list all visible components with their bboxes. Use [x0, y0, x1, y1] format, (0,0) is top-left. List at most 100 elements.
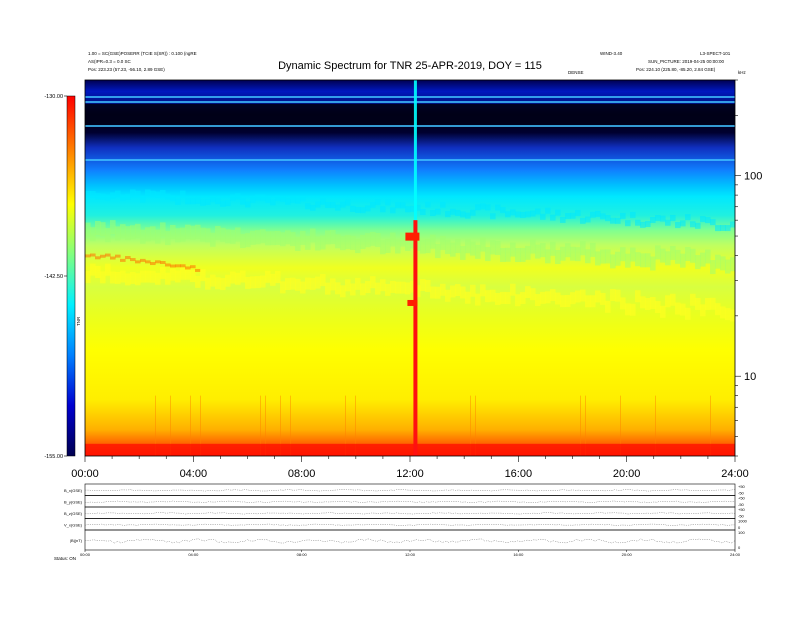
- emission-column: [510, 242, 516, 257]
- emission-column: [555, 292, 561, 305]
- emission-column: [470, 241, 476, 256]
- emission-column: [460, 211, 466, 218]
- emission-column: [545, 249, 551, 264]
- emission-column: [610, 288, 616, 301]
- emission-column: [290, 277, 296, 290]
- colorbar-tick-label: -130.00: [44, 94, 63, 100]
- emission-column: [100, 254, 106, 258]
- emission-column: [415, 204, 421, 211]
- emission-column: [550, 241, 556, 256]
- emission-column: [300, 230, 306, 245]
- emission-column: [530, 288, 536, 301]
- emission-column: [440, 201, 446, 208]
- emission-column: [110, 220, 116, 235]
- emission-column: [180, 267, 186, 280]
- emission-column: [625, 303, 631, 316]
- dark-band: [85, 104, 735, 126]
- emission-column: [190, 225, 196, 240]
- emission-column: [455, 239, 461, 254]
- emission-column: [575, 290, 581, 303]
- emission-column: [230, 271, 236, 284]
- emission-column: [475, 293, 481, 306]
- emission-column: [355, 277, 361, 290]
- spectrogram: [85, 80, 735, 456]
- x-tick-label: 24:00: [721, 468, 749, 480]
- emission-column: [435, 286, 441, 299]
- panel-range-bottom: -50: [738, 491, 745, 496]
- interference-line: [85, 159, 735, 161]
- emission-column: [375, 232, 381, 247]
- emission-column: [445, 289, 451, 302]
- y-tick-label: 10: [744, 371, 756, 383]
- emission-column: [365, 205, 371, 212]
- emission-column: [200, 269, 206, 282]
- emission-column: [380, 206, 386, 213]
- emission-column: [315, 276, 321, 289]
- emission-column: [495, 204, 501, 211]
- emission-column: [405, 206, 411, 213]
- emission-column: [115, 226, 121, 241]
- header-right-line-2: SUN_PICTURE: 2019-04-25 00:00:00: [648, 59, 725, 64]
- panel-range-top: +50: [738, 484, 746, 489]
- spike: [655, 395, 656, 456]
- panel-label: V_x(GSE): [64, 522, 83, 527]
- emission-column: [115, 271, 121, 284]
- emission-column: [300, 281, 306, 294]
- panel-trace: [84, 512, 736, 515]
- header-top-right: L3-SPECT-101: [700, 51, 731, 56]
- emission-column: [515, 294, 521, 307]
- emission-column: [110, 192, 116, 199]
- y-axis-ticks: 10 100: [735, 79, 762, 457]
- emission-column: [95, 266, 101, 279]
- emission-column: [385, 238, 391, 253]
- emission-column: [375, 282, 381, 295]
- emission-column: [360, 283, 366, 296]
- emission-column: [105, 228, 111, 243]
- emission-column: [190, 265, 196, 269]
- emission-column: [435, 208, 441, 215]
- emission-column: [85, 271, 91, 284]
- emission-column: [140, 196, 146, 203]
- emission-column: [400, 281, 406, 294]
- emission-column: [340, 201, 346, 208]
- emission-column: [310, 228, 316, 243]
- emission-column: [90, 253, 96, 257]
- emission-column: [235, 193, 241, 200]
- emission-column: [580, 241, 586, 256]
- emission-column: [320, 274, 326, 287]
- emission-column: [515, 248, 521, 263]
- emission-column: [615, 251, 621, 266]
- emission-column: [280, 196, 286, 203]
- emission-column: [490, 213, 496, 220]
- emission-column: [500, 207, 506, 214]
- emission-column: [455, 209, 461, 216]
- emission-column: [320, 235, 326, 250]
- emission-column: [570, 292, 576, 305]
- emission-column: [425, 239, 431, 254]
- panel-range-bottom: 0: [738, 525, 741, 530]
- emission-column: [515, 211, 521, 218]
- interference-line: [85, 101, 735, 103]
- emission-column: [450, 285, 456, 298]
- emission-column: [645, 253, 651, 268]
- emission-column: [570, 212, 576, 219]
- emission-column: [690, 221, 696, 228]
- panel-label: B_x(GSE): [64, 488, 83, 493]
- emission-column: [145, 260, 151, 264]
- emission-column: [110, 271, 116, 284]
- panel-frame: [84, 495, 736, 508]
- emission-column: [690, 248, 696, 263]
- emission-column: [250, 276, 256, 289]
- emission-column: [310, 277, 316, 290]
- emission-column: [580, 217, 586, 224]
- emission-column: [105, 253, 111, 257]
- emission-column: [355, 206, 361, 213]
- emission-column: [175, 198, 181, 205]
- spike: [345, 395, 346, 456]
- emission-column: [100, 193, 106, 200]
- panel-x-tick-label: 16:00: [513, 552, 524, 557]
- emission-column: [130, 189, 136, 196]
- emission-column: [95, 256, 101, 260]
- emission-column: [465, 291, 471, 304]
- emission-column: [90, 263, 96, 276]
